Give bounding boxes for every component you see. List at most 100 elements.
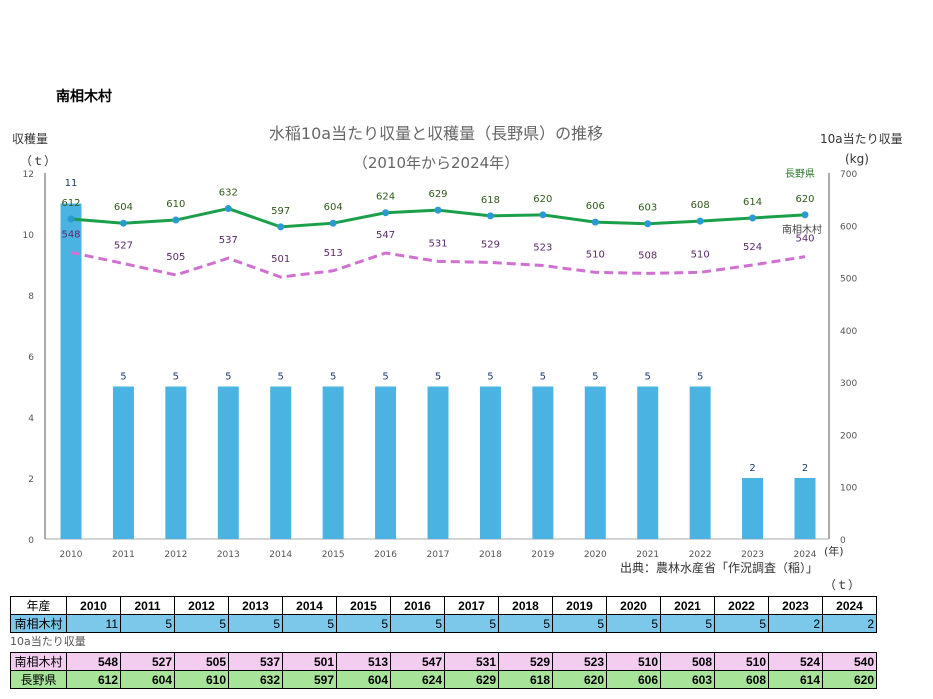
table-unit: （ｔ） bbox=[824, 578, 861, 592]
pref-data-label: 620 bbox=[795, 194, 814, 205]
bar bbox=[689, 386, 711, 539]
cell: 2018 bbox=[498, 596, 553, 615]
bar bbox=[217, 386, 239, 539]
pref-point bbox=[172, 216, 180, 224]
cell: 5 bbox=[174, 614, 229, 633]
bar bbox=[637, 386, 659, 539]
y-left-tick: 10 bbox=[23, 231, 35, 241]
village-line bbox=[70, 251, 806, 279]
row-label: 南相木村 bbox=[10, 652, 67, 671]
cell: 5 bbox=[120, 614, 175, 633]
cell: 606 bbox=[606, 670, 661, 689]
x-tick: 2018 bbox=[479, 550, 502, 560]
cell: 618 bbox=[498, 670, 553, 689]
x-tick: 2012 bbox=[164, 550, 187, 560]
pref-data-label: 618 bbox=[481, 195, 500, 206]
bar-label: 5 bbox=[435, 372, 441, 383]
cell: 5 bbox=[606, 614, 661, 633]
y-right-tick: 600 bbox=[840, 222, 857, 232]
pref-point bbox=[539, 211, 547, 219]
pref-data-label: 629 bbox=[428, 189, 447, 200]
cell: 2016 bbox=[390, 596, 445, 615]
cell: 547 bbox=[390, 652, 445, 671]
x-tick: 2015 bbox=[322, 550, 345, 560]
cell: 2023 bbox=[768, 596, 823, 615]
pref-data-label: 608 bbox=[691, 200, 710, 211]
bar-label: 5 bbox=[487, 372, 493, 383]
x-tick: 2010 bbox=[60, 550, 83, 560]
y-right-tick: 200 bbox=[840, 431, 857, 441]
cell: 610 bbox=[174, 670, 229, 689]
cell: 2 bbox=[768, 614, 823, 633]
y-right-tick: 300 bbox=[840, 379, 857, 389]
cell: 510 bbox=[606, 652, 661, 671]
bar-label: 5 bbox=[173, 372, 179, 383]
x-tick: 2021 bbox=[636, 550, 659, 560]
village-data-label: 523 bbox=[533, 243, 552, 254]
pref-point bbox=[382, 209, 390, 217]
cell: 11 bbox=[66, 614, 121, 633]
row-label: 南相木村 bbox=[10, 614, 67, 633]
y-left-tick: 6 bbox=[28, 353, 34, 363]
cell: 603 bbox=[660, 670, 715, 689]
bar bbox=[375, 386, 397, 539]
cell: 5 bbox=[714, 614, 769, 633]
bar bbox=[112, 386, 134, 539]
village-data-label: 501 bbox=[271, 254, 290, 265]
harvest-table: 年産 2010 2011 2012 2013 2014 2015 2016 2017 2018 20… bbox=[10, 596, 877, 633]
bar bbox=[584, 386, 606, 539]
bar-label: 5 bbox=[330, 372, 336, 383]
pref-data-label: 620 bbox=[533, 194, 552, 205]
cell: 632 bbox=[228, 670, 283, 689]
pref-data-label: 614 bbox=[743, 197, 762, 208]
cell: 2021 bbox=[660, 596, 715, 615]
pref-point bbox=[644, 220, 652, 228]
chart: 水稲10a当たり収量と収穫量（長野県）の推移 （2010年から2024年） 収穫量 （… bbox=[12, 124, 903, 575]
cell: 523 bbox=[552, 652, 607, 671]
bar-label: 5 bbox=[225, 372, 231, 383]
pref-data-label: 604 bbox=[114, 202, 133, 213]
x-tick: 2023 bbox=[741, 550, 764, 560]
y-left-tick: 4 bbox=[28, 414, 34, 424]
cell: 531 bbox=[444, 652, 499, 671]
cell: 2024 bbox=[822, 596, 877, 615]
cell: 620 bbox=[552, 670, 607, 689]
pref-data-label: 612 bbox=[61, 198, 80, 209]
y-right-tick: 0 bbox=[840, 536, 846, 546]
cell: 624 bbox=[390, 670, 445, 689]
x-tick: 2014 bbox=[269, 550, 292, 560]
pref-point bbox=[119, 219, 127, 227]
cell: 5 bbox=[390, 614, 445, 633]
bar bbox=[479, 386, 501, 539]
pref-point bbox=[486, 212, 494, 220]
cell: 508 bbox=[660, 652, 715, 671]
x-tick: 2024 bbox=[794, 550, 817, 560]
cell: 513 bbox=[336, 652, 391, 671]
bar-label: 5 bbox=[382, 372, 388, 383]
cell: 510 bbox=[714, 652, 769, 671]
y-left-tick: 0 bbox=[28, 536, 34, 546]
village-data-label: 508 bbox=[638, 250, 657, 261]
bar bbox=[427, 386, 449, 539]
x-tick: 2013 bbox=[217, 550, 240, 560]
cell: 612 bbox=[66, 670, 121, 689]
cell: 527 bbox=[120, 652, 175, 671]
cell: 2015 bbox=[336, 596, 391, 615]
bar bbox=[742, 478, 764, 539]
village-data-label: 537 bbox=[219, 235, 238, 246]
pref-point bbox=[801, 211, 809, 219]
cell: 2012 bbox=[174, 596, 229, 615]
chart-subtitle: （2010年から2024年） bbox=[353, 154, 519, 172]
village-data-label: 548 bbox=[61, 229, 80, 240]
header-row: 年産 2010 2011 2012 2013 2014 2015 2016 2017 2018 20… bbox=[10, 596, 877, 615]
pref-point bbox=[434, 206, 442, 214]
y-left-tick: 2 bbox=[28, 475, 34, 485]
x-tick: 2016 bbox=[374, 550, 397, 560]
x-tick: 2020 bbox=[584, 550, 607, 560]
cell: 2013 bbox=[228, 596, 283, 615]
cell: 2010 bbox=[66, 596, 121, 615]
x-unit: (年) bbox=[824, 544, 844, 558]
bar bbox=[322, 386, 344, 539]
bar bbox=[532, 386, 554, 539]
